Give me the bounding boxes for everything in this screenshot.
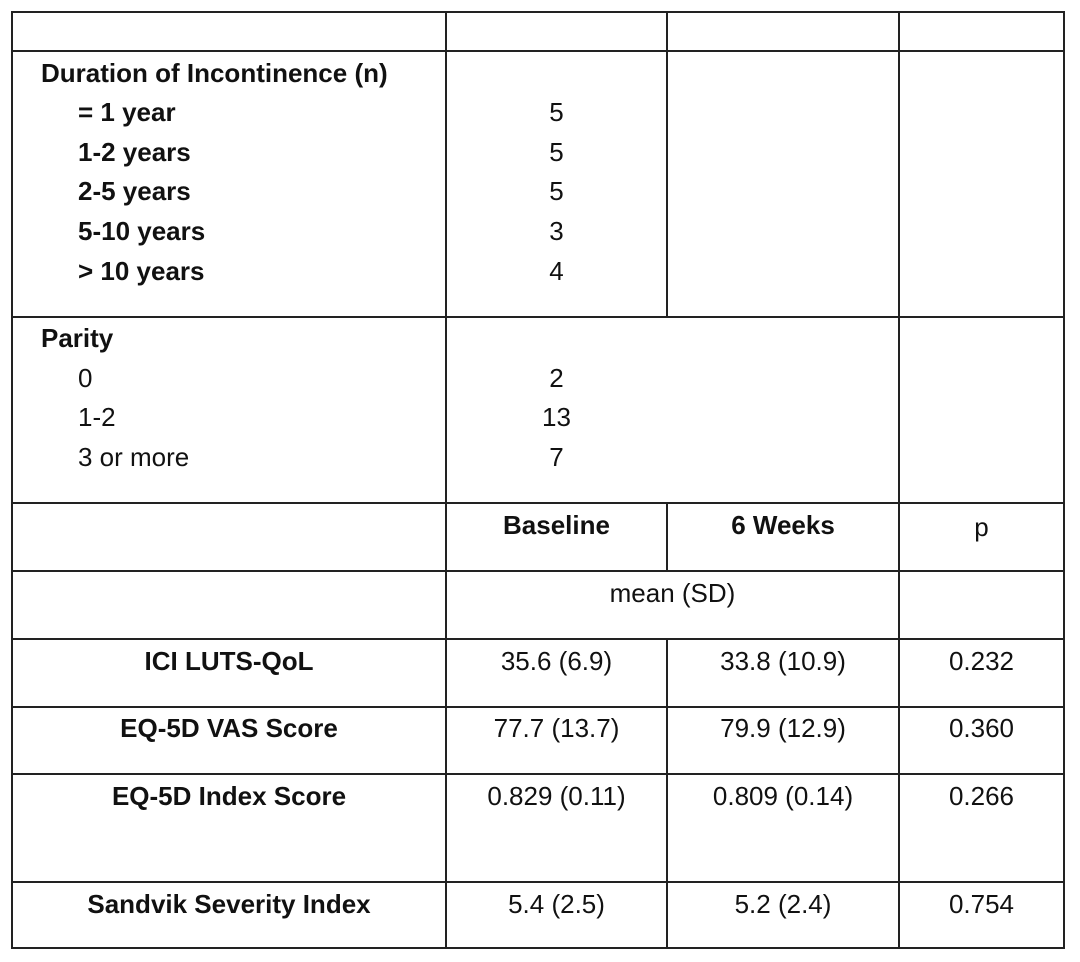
measure-label: EQ-5D Index Score [111,781,347,811]
duration-label: 5-10 years [78,216,206,246]
column-divider [666,11,668,316]
parity-count: 7 [549,442,564,472]
parity-label: 1-2 [78,402,116,432]
baseline-value: 5.4 (2.5) [508,889,605,919]
mean-sd-subheader: mean (SD) [609,578,736,608]
duration-header: Duration of Incontinence (n) [41,58,388,88]
table-border-bottom [11,947,1065,949]
p-value: 0.754 [948,889,1015,919]
baseline-value: 0.829 (0.11) [487,781,626,811]
6-weeks-value: 5.2 (2.4) [734,889,832,919]
baseline-value: 35.6 (6.9) [500,646,613,676]
parity-count: 2 [549,363,564,393]
p-value: 0.360 [948,713,1015,743]
duration-count: 5 [549,97,564,127]
row-divider [11,881,1065,883]
row-divider [11,570,1065,572]
column-divider [898,11,900,949]
column-header-p: p [974,512,989,542]
duration-count: 5 [549,137,564,167]
parity-count: 13 [542,402,571,432]
table-border-top [11,11,1065,13]
p-value: 0.232 [948,646,1015,676]
parity-header: Parity [41,323,114,353]
6-weeks-value: 0.809 (0.14) [712,781,854,811]
parity-label: 3 or more [78,442,190,472]
column-header-baseline: Baseline [503,510,610,540]
table-border-left [11,11,13,949]
duration-label: > 10 years [78,256,205,286]
duration-label: 2-5 years [78,176,191,206]
p-value: 0.266 [948,781,1015,811]
row-divider [11,50,1065,52]
6-weeks-value: 79.9 (12.9) [720,713,846,743]
column-divider [445,11,447,949]
measure-label: ICI LUTS-QoL [144,646,314,676]
table-border-right [1063,11,1065,949]
parity-label: 0 [78,363,93,393]
measure-label: EQ-5D VAS Score [120,713,338,743]
results-table: Duration of Incontinence (n) = 1 year 1-… [11,11,1065,949]
duration-count: 4 [549,256,564,286]
row-divider [11,502,1065,504]
duration-label: = 1 year [78,97,176,127]
row-divider [11,706,1065,708]
column-divider [666,502,668,572]
6-weeks-value: 33.8 (10.9) [720,646,846,676]
row-divider [11,773,1065,775]
duration-count: 3 [549,216,564,246]
column-divider [666,638,668,949]
duration-count: 5 [549,176,564,206]
measure-label: Sandvik Severity Index [87,889,371,919]
duration-label: 1-2 years [78,137,191,167]
baseline-value: 77.7 (13.7) [493,713,620,743]
row-divider [11,316,1065,318]
column-header-6-weeks: 6 Weeks [731,510,835,540]
row-divider [11,638,1065,640]
